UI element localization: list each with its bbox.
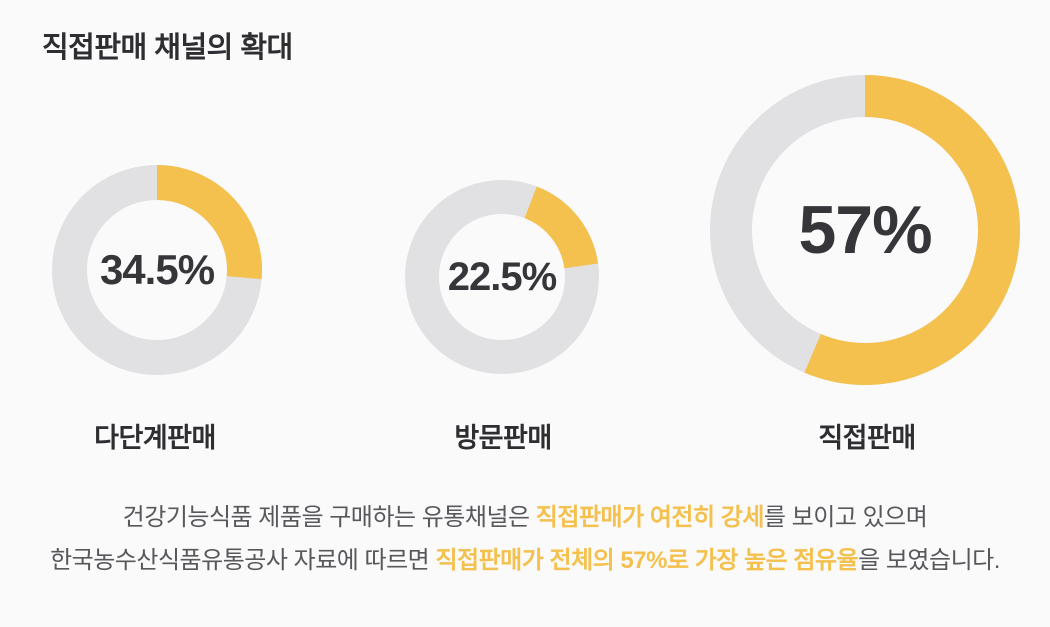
caption-text: 한국농수산식품유통공사 자료에 따르면 <box>50 547 436 574</box>
donut-category-label-multilevel-sales: 다단계판매 <box>94 423 216 453</box>
caption-line-1: 건강기능식품 제품을 구매하는 유통채널은 직접판매가 여전히 강세를 보이고 … <box>123 504 928 531</box>
caption-highlight: 직접판매가 전체의 57%로 가장 높은 점유율 <box>435 547 859 574</box>
donut-ring <box>710 75 1020 385</box>
donut-ring <box>52 165 262 375</box>
donut-value-label: 57% <box>798 192 932 268</box>
donut-chart-door-to-door-sales: 22.5% <box>405 180 599 374</box>
donut-category-label-direct-sales: 직접판매 <box>818 423 916 453</box>
donut-ring <box>405 180 599 374</box>
donut-value-label: 22.5% <box>447 254 557 299</box>
donut-category-label-door-to-door-sales: 방문판매 <box>454 423 552 453</box>
donut-chart-direct-sales: 57% <box>710 75 1020 385</box>
donut-chart-multilevel-sales: 34.5% <box>52 165 262 375</box>
caption-text: 을 보였습니다. <box>858 547 1000 574</box>
donut-value-label: 34.5% <box>99 246 215 293</box>
caption-text: 건강기능식품 제품을 구매하는 유통채널은 <box>122 504 536 531</box>
caption-text: 를 보이고 있으며 <box>763 504 928 531</box>
caption-line-2: 한국농수산식품유통공사 자료에 따르면 직접판매가 전체의 57%로 가장 높은… <box>50 547 1000 574</box>
caption-highlight: 직접판매가 여전히 강세 <box>535 504 765 531</box>
page-title: 직접판매 채널의 확대 <box>42 32 293 64</box>
caption: 건강기능식품 제품을 구매하는 유통채널은 직접판매가 여전히 강세를 보이고 … <box>0 496 1050 582</box>
